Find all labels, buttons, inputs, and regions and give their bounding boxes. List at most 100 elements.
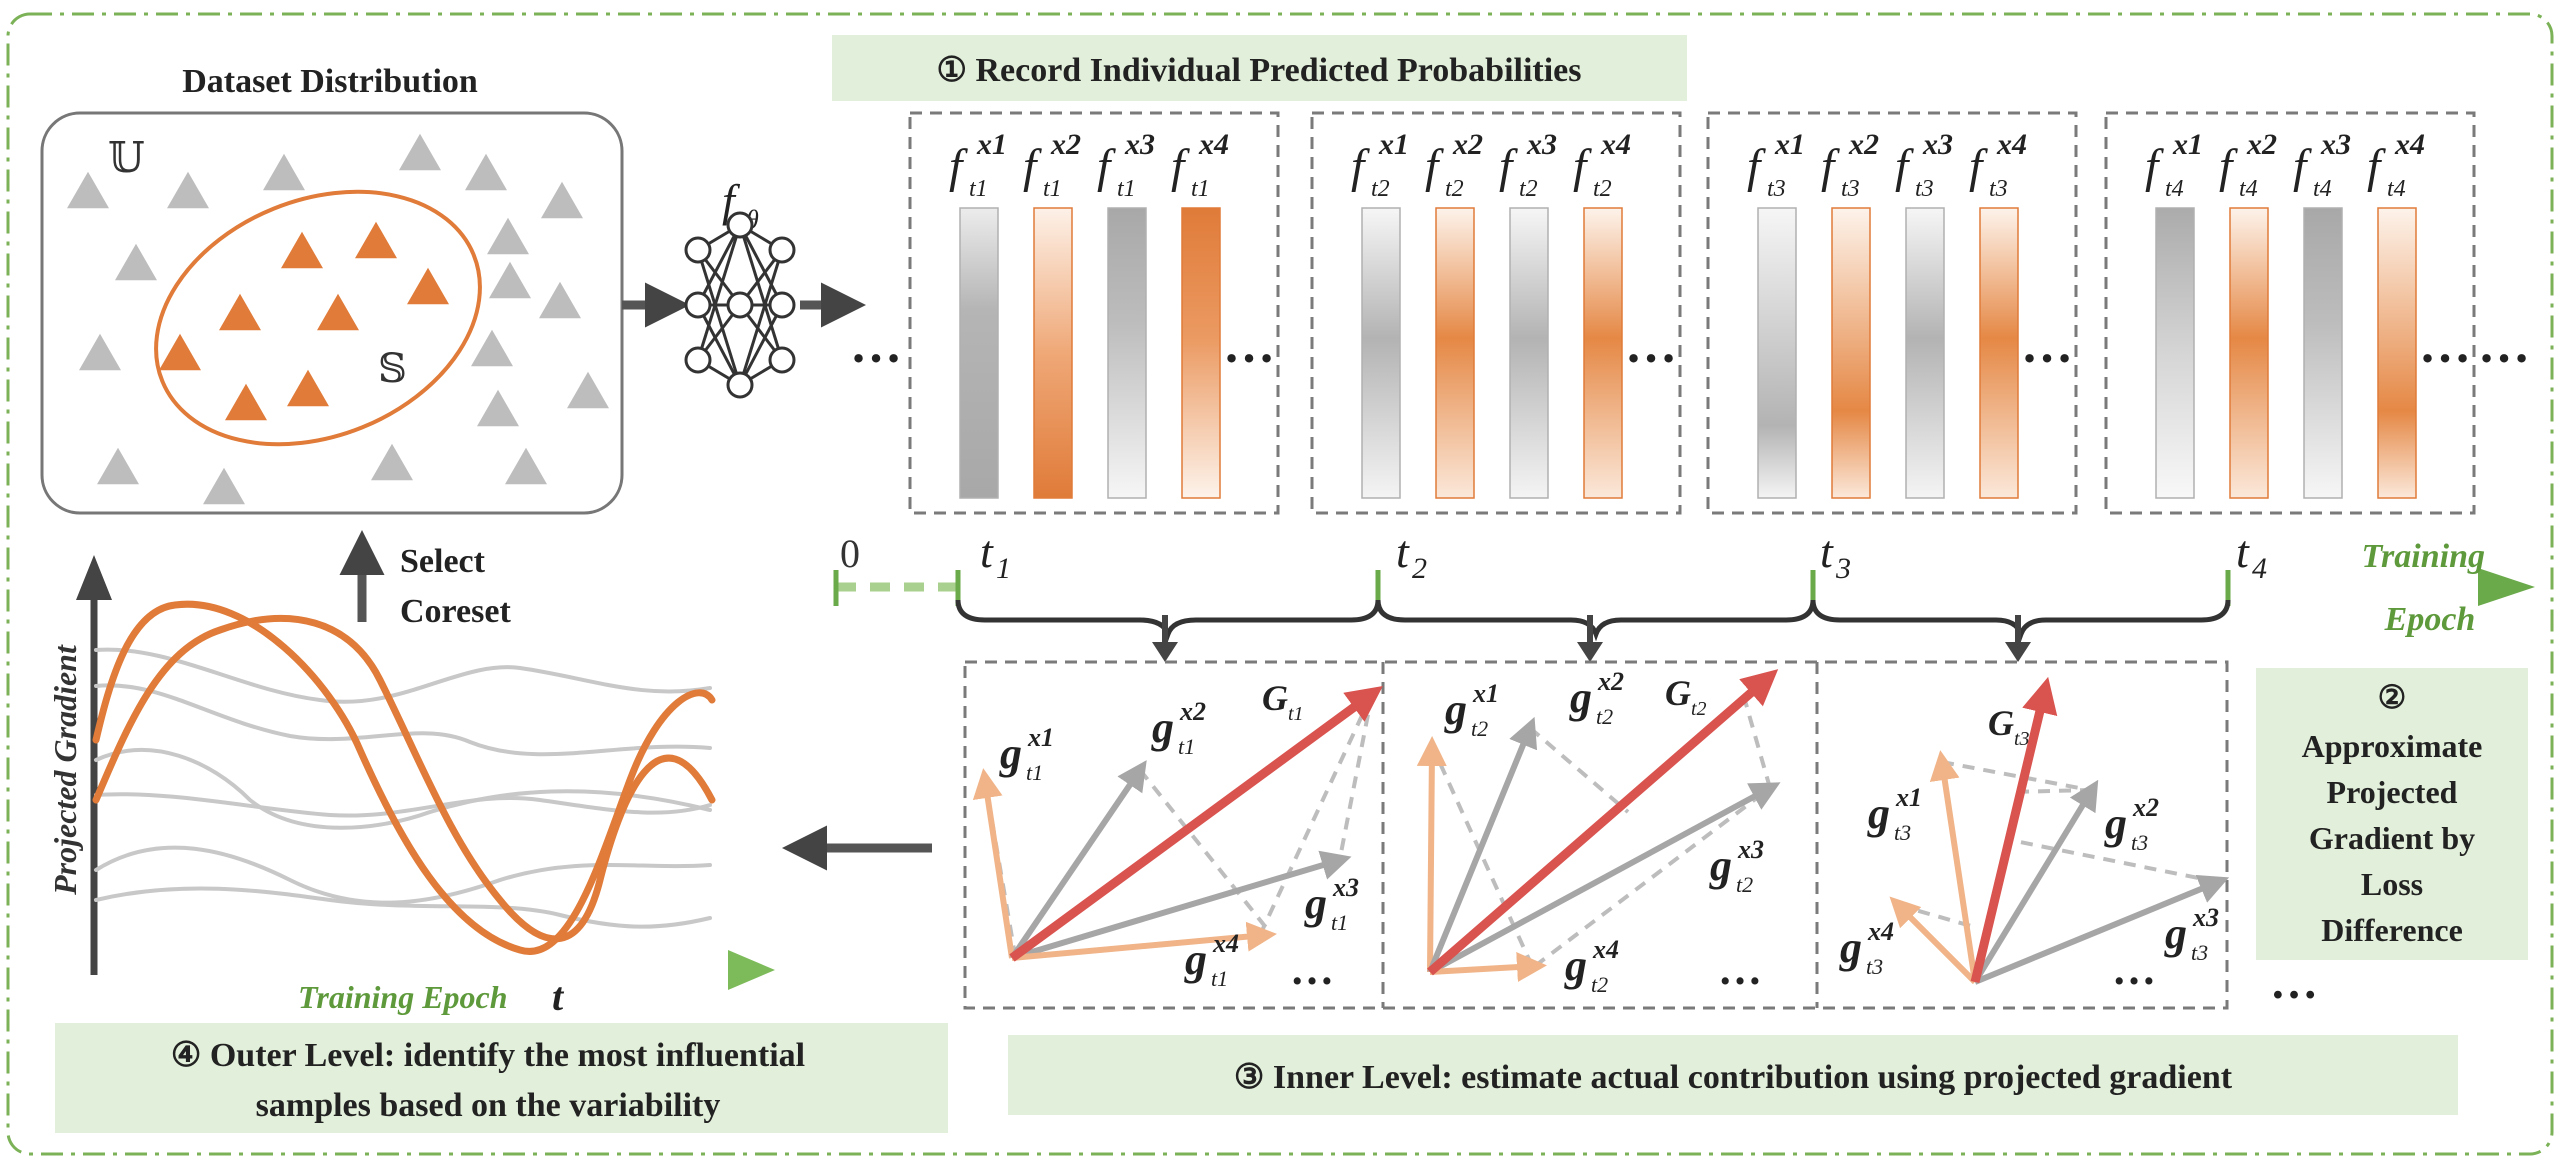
step2-line: Gradient by xyxy=(2309,820,2475,856)
sample-gradient-vector xyxy=(1011,921,1277,961)
projection-dash xyxy=(1941,760,2091,792)
prob-label-f: f xyxy=(949,140,968,193)
prob-label-x: x2 xyxy=(1848,128,1879,161)
sample-gradient-vector xyxy=(1009,760,1147,960)
sample-gradient-label: g xyxy=(1304,879,1327,928)
coreset-sample-triangle xyxy=(225,383,267,421)
panel-ellipsis: … xyxy=(1223,317,1275,374)
sample-gradient-vector xyxy=(1429,952,1547,983)
tick-label-t: t xyxy=(1820,526,1834,577)
sample-gradient-label: g xyxy=(1867,789,1890,838)
prob-label-x: x2 xyxy=(1050,128,1081,161)
sample-gradient-label: g xyxy=(1184,935,1207,984)
projection-dash xyxy=(1432,749,1534,967)
influential-gradient-curve xyxy=(92,600,716,955)
sample-gradient-sub: t2 xyxy=(1596,704,1613,729)
neuron xyxy=(768,346,796,374)
prob-label-x: x4 xyxy=(1600,128,1631,161)
sample-gradient-sub: t3 xyxy=(1866,954,1883,979)
total-gradient-vector xyxy=(1427,669,1779,976)
prob-label-x: x3 xyxy=(2320,128,2351,161)
coreset-sample-triangle xyxy=(219,293,261,331)
step4-line2: samples based on the variability xyxy=(256,1087,721,1124)
neuron xyxy=(684,236,712,264)
prob-label-x: x3 xyxy=(1124,128,1155,161)
prob-label-t: t2 xyxy=(1445,176,1464,202)
prob-label-t: t3 xyxy=(1989,176,2008,202)
ellipsis-pre-panels: … xyxy=(850,317,902,374)
tick-label-sub: 2 xyxy=(1412,552,1427,585)
prob-bar xyxy=(2155,207,2195,499)
sample-gradient-sub: t3 xyxy=(2191,940,2208,965)
gray-sample-triangle xyxy=(263,153,305,191)
sample-gradient-label: g xyxy=(1444,685,1467,734)
step4-line1: ④ Outer Level: identify the most influen… xyxy=(171,1037,805,1074)
prob-label-f: f xyxy=(1895,140,1914,193)
plot-xlabel-var: t xyxy=(552,974,565,1019)
sample-gradient-sup: x4 xyxy=(1592,935,1619,964)
universe-symbol: 𝕌 xyxy=(108,133,145,182)
coreset-sample-triangle xyxy=(159,333,201,371)
step1-banner xyxy=(832,35,1687,101)
step2-box xyxy=(2256,668,2528,960)
sample-gradient-sup: x3 xyxy=(2192,903,2219,932)
prob-label-f: f xyxy=(1969,140,1988,193)
gradient-panels-box xyxy=(963,660,2229,1010)
prob-bar xyxy=(1979,207,2019,499)
coreset-sample-triangle xyxy=(355,221,397,259)
sample-gradient-sup: x1 xyxy=(1895,783,1922,812)
prob-label-x: x1 xyxy=(1378,128,1409,161)
gray-sample-triangle xyxy=(487,217,529,255)
prob-bar xyxy=(1831,207,1871,499)
prob-bar xyxy=(1107,207,1147,499)
sample-gradient-sub: t3 xyxy=(1894,820,1911,845)
prob-label-t: t1 xyxy=(969,176,988,202)
sample-gradient-sup: x4 xyxy=(1212,929,1239,958)
prob-bar xyxy=(959,207,999,499)
ellipsis-gradients: … xyxy=(2270,956,2318,1009)
tick-label-sub: 1 xyxy=(996,552,1011,585)
sample-gradient-sup: x2 xyxy=(2132,793,2159,822)
neuron xyxy=(726,211,754,239)
gray-gradient-curve xyxy=(94,683,712,757)
sample-gradient-sup: x2 xyxy=(1179,697,1206,726)
timeline-zero: 0 xyxy=(840,531,860,576)
prob-label-f: f xyxy=(1747,140,1766,193)
prob-label-t: t2 xyxy=(1371,176,1390,202)
sample-gradient-sub: t3 xyxy=(2131,830,2148,855)
prob-label-f: f xyxy=(1023,140,1042,193)
coreset-sample-triangle xyxy=(317,293,359,331)
prob-bar xyxy=(1583,207,1623,499)
grad-panel-ellipsis: … xyxy=(2112,945,2156,994)
gray-sample-triangle xyxy=(79,333,121,371)
sample-gradient-sub: t2 xyxy=(1736,872,1753,897)
prob-bar xyxy=(1181,207,1221,499)
gray-sample-triangle xyxy=(371,443,413,481)
prob-label-t: t2 xyxy=(1593,176,1612,202)
panel-ellipsis: … xyxy=(1625,317,1677,374)
prob-label-t: t4 xyxy=(2387,176,2406,202)
projected-gradient-plot xyxy=(76,555,775,990)
prob-label-f: f xyxy=(1171,140,1190,193)
prob-bar xyxy=(1509,207,1549,499)
prob-label-t: t4 xyxy=(2239,176,2258,202)
outer-border xyxy=(6,12,2554,1156)
prob-bar xyxy=(2229,207,2269,499)
tick-label-t: t xyxy=(980,526,994,577)
prob-label-f: f xyxy=(2293,140,2312,193)
prob-label-x: x1 xyxy=(2172,128,2203,161)
projection-dash xyxy=(1528,726,1630,814)
step2-line: Projected xyxy=(2327,774,2458,810)
gray-sample-triangle xyxy=(399,133,441,171)
sample-gradient-label: g xyxy=(1151,703,1174,752)
sample-gradient-vector xyxy=(1416,736,1447,973)
coreset-sample-triangle xyxy=(287,369,329,407)
gray-sample-triangle xyxy=(67,171,109,209)
projection-dash xyxy=(2009,838,2219,884)
neuron xyxy=(768,236,796,264)
prob-label-f: f xyxy=(1499,140,1518,193)
projection-dash xyxy=(1258,693,1374,936)
subset-symbol: 𝕊 xyxy=(378,346,407,392)
timeline-label-2: Epoch xyxy=(2384,601,2476,638)
